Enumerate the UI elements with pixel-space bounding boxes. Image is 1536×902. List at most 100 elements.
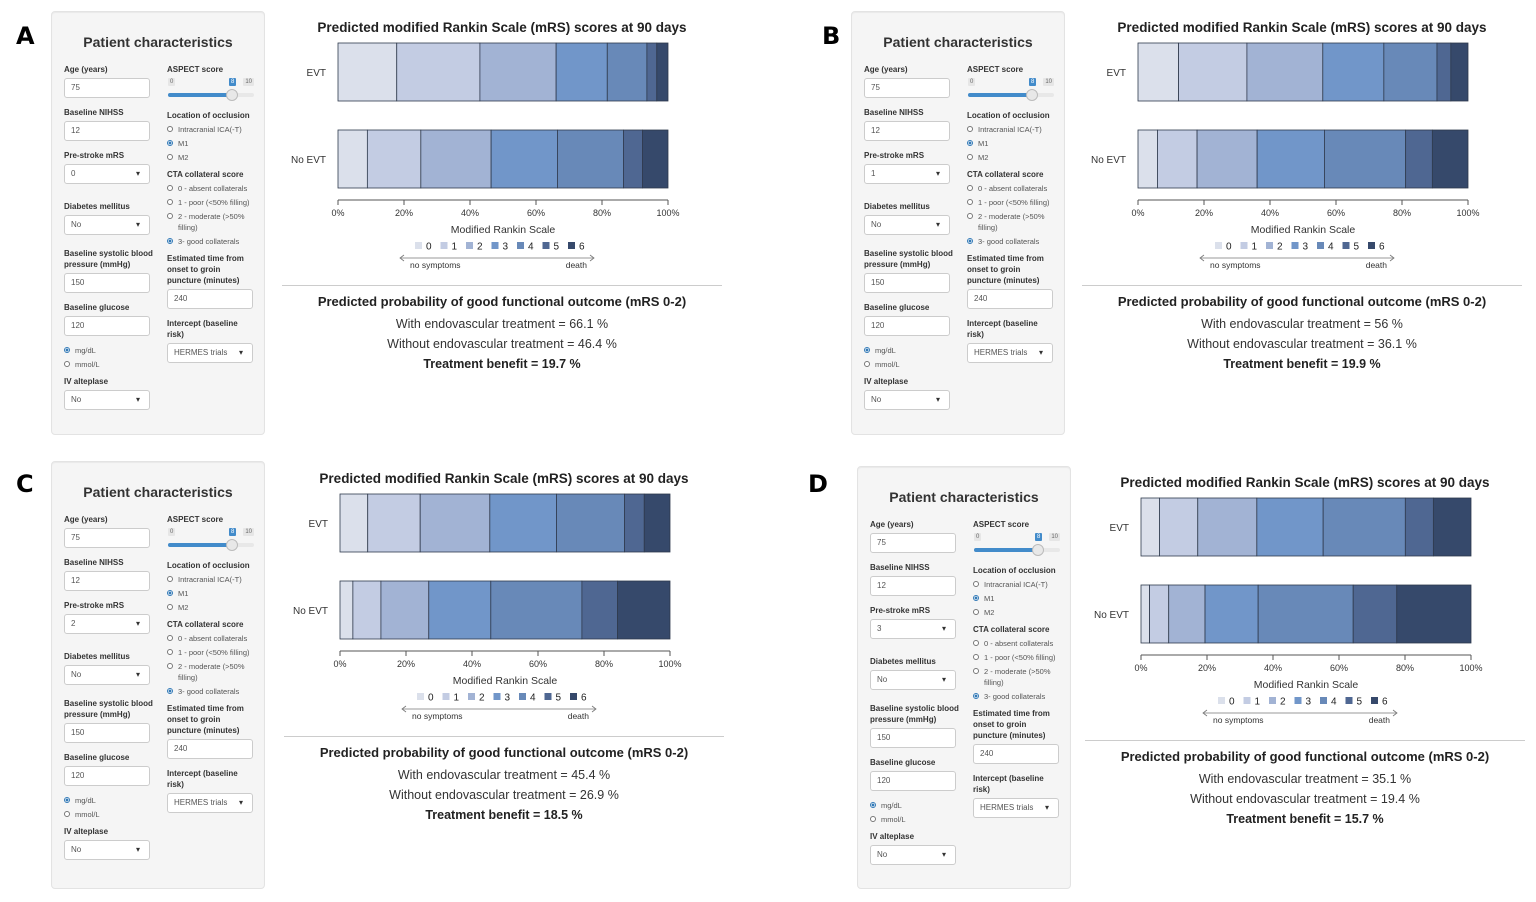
slider-handle[interactable] (226, 89, 238, 101)
prestroke-mrs-select[interactable]: 1 (864, 164, 950, 184)
nihss-input[interactable]: 12 (864, 121, 950, 141)
collateral-radio-option[interactable]: 0 - absent collaterals (167, 183, 256, 194)
age-input[interactable]: 75 (64, 528, 150, 548)
collateral-radio-option[interactable]: 1 - poor (<50% filling) (973, 652, 1062, 663)
glucose-unit-radio-option[interactable]: mmol/L (64, 359, 153, 370)
collateral-radio-option[interactable]: 0 - absent collaterals (967, 183, 1056, 194)
alteplase-select[interactable]: No (64, 390, 150, 410)
nihss-input[interactable]: 12 (64, 571, 150, 591)
collateral-radio-option[interactable]: 0 - absent collaterals (167, 633, 256, 644)
diabetes-select[interactable]: No (864, 215, 950, 235)
aspect-slider[interactable]: 0 8 10 (167, 78, 256, 104)
occlusion-radio-option[interactable]: M1 (167, 138, 256, 149)
collateral-radio-option[interactable]: 3- good collaterals (167, 686, 256, 697)
prestroke-mrs-select[interactable]: 0 (64, 164, 150, 184)
collateral-radio-option[interactable]: 2 - moderate (>50% filling) (973, 666, 1062, 688)
slider-handle[interactable] (1026, 89, 1038, 101)
glucose-unit-radio-option[interactable]: mmol/L (870, 814, 959, 825)
radio-unchecked-icon[interactable] (167, 635, 173, 641)
occlusion-radio-option[interactable]: Intracranial ICA(-T) (973, 579, 1062, 590)
sbp-input[interactable]: 150 (870, 728, 956, 748)
age-input[interactable]: 75 (864, 78, 950, 98)
alteplase-select[interactable]: No (870, 845, 956, 865)
slider-handle[interactable] (1032, 544, 1044, 556)
occlusion-radio-option[interactable]: M2 (967, 152, 1056, 163)
radio-checked-icon[interactable] (864, 347, 870, 353)
glucose-unit-radio-option[interactable]: mmol/L (64, 809, 153, 820)
sbp-input[interactable]: 150 (64, 273, 150, 293)
sbp-input[interactable]: 150 (64, 723, 150, 743)
aspect-slider[interactable]: 0 8 10 (167, 528, 256, 554)
diabetes-select[interactable]: No (64, 215, 150, 235)
glucose-unit-radio-option[interactable]: mg/dL (64, 795, 153, 806)
radio-checked-icon[interactable] (967, 140, 973, 146)
radio-checked-icon[interactable] (64, 797, 70, 803)
radio-unchecked-icon[interactable] (167, 576, 173, 582)
sbp-input[interactable]: 150 (864, 273, 950, 293)
alteplase-select[interactable]: No (64, 840, 150, 860)
glucose-unit-radio-option[interactable]: mmol/L (864, 359, 953, 370)
aspect-slider[interactable]: 0 8 10 (973, 533, 1062, 559)
intercept-select[interactable]: HERMES trials (967, 343, 1053, 363)
radio-unchecked-icon[interactable] (973, 609, 979, 615)
glucose-unit-radio-option[interactable]: mg/dL (64, 345, 153, 356)
time-input[interactable]: 240 (967, 289, 1053, 309)
occlusion-radio-option[interactable]: M1 (973, 593, 1062, 604)
occlusion-radio-option[interactable]: M2 (973, 607, 1062, 618)
collateral-radio-option[interactable]: 2 - moderate (>50% filling) (167, 211, 256, 233)
radio-checked-icon[interactable] (167, 238, 173, 244)
radio-unchecked-icon[interactable] (973, 640, 979, 646)
intercept-select[interactable]: HERMES trials (167, 793, 253, 813)
occlusion-radio-option[interactable]: Intracranial ICA(-T) (167, 124, 256, 135)
collateral-radio-option[interactable]: 3- good collaterals (973, 691, 1062, 702)
alteplase-select[interactable]: No (864, 390, 950, 410)
radio-checked-icon[interactable] (973, 595, 979, 601)
occlusion-radio-option[interactable]: M2 (167, 602, 256, 613)
glucose-input[interactable]: 120 (870, 771, 956, 791)
radio-unchecked-icon[interactable] (167, 663, 173, 669)
nihss-input[interactable]: 12 (870, 576, 956, 596)
age-input[interactable]: 75 (870, 533, 956, 553)
intercept-select[interactable]: HERMES trials (973, 798, 1059, 818)
radio-checked-icon[interactable] (870, 802, 876, 808)
aspect-slider[interactable]: 0 8 10 (967, 78, 1056, 104)
prestroke-mrs-select[interactable]: 3 (870, 619, 956, 639)
radio-unchecked-icon[interactable] (973, 581, 979, 587)
radio-checked-icon[interactable] (167, 140, 173, 146)
radio-unchecked-icon[interactable] (967, 185, 973, 191)
occlusion-radio-option[interactable]: M2 (167, 152, 256, 163)
collateral-radio-option[interactable]: 2 - moderate (>50% filling) (967, 211, 1056, 233)
glucose-input[interactable]: 120 (64, 316, 150, 336)
occlusion-radio-option[interactable]: Intracranial ICA(-T) (167, 574, 256, 585)
collateral-radio-option[interactable]: 1 - poor (<50% filling) (167, 647, 256, 658)
radio-unchecked-icon[interactable] (167, 126, 173, 132)
radio-checked-icon[interactable] (967, 238, 973, 244)
occlusion-radio-option[interactable]: M1 (167, 588, 256, 599)
collateral-radio-option[interactable]: 1 - poor (<50% filling) (967, 197, 1056, 208)
nihss-input[interactable]: 12 (64, 121, 150, 141)
radio-checked-icon[interactable] (167, 590, 173, 596)
radio-unchecked-icon[interactable] (864, 361, 870, 367)
glucose-input[interactable]: 120 (864, 316, 950, 336)
collateral-radio-option[interactable]: 3- good collaterals (967, 236, 1056, 247)
radio-unchecked-icon[interactable] (167, 199, 173, 205)
radio-unchecked-icon[interactable] (167, 649, 173, 655)
time-input[interactable]: 240 (973, 744, 1059, 764)
time-input[interactable]: 240 (167, 739, 253, 759)
radio-unchecked-icon[interactable] (167, 213, 173, 219)
radio-unchecked-icon[interactable] (967, 154, 973, 160)
glucose-input[interactable]: 120 (64, 766, 150, 786)
collateral-radio-option[interactable]: 2 - moderate (>50% filling) (167, 661, 256, 683)
diabetes-select[interactable]: No (870, 670, 956, 690)
age-input[interactable]: 75 (64, 78, 150, 98)
collateral-radio-option[interactable]: 1 - poor (<50% filling) (167, 197, 256, 208)
radio-unchecked-icon[interactable] (973, 668, 979, 674)
radio-unchecked-icon[interactable] (167, 604, 173, 610)
radio-unchecked-icon[interactable] (967, 126, 973, 132)
occlusion-radio-option[interactable]: M1 (967, 138, 1056, 149)
radio-checked-icon[interactable] (973, 693, 979, 699)
collateral-radio-option[interactable]: 0 - absent collaterals (973, 638, 1062, 649)
collateral-radio-option[interactable]: 3- good collaterals (167, 236, 256, 247)
radio-unchecked-icon[interactable] (167, 154, 173, 160)
radio-unchecked-icon[interactable] (870, 816, 876, 822)
